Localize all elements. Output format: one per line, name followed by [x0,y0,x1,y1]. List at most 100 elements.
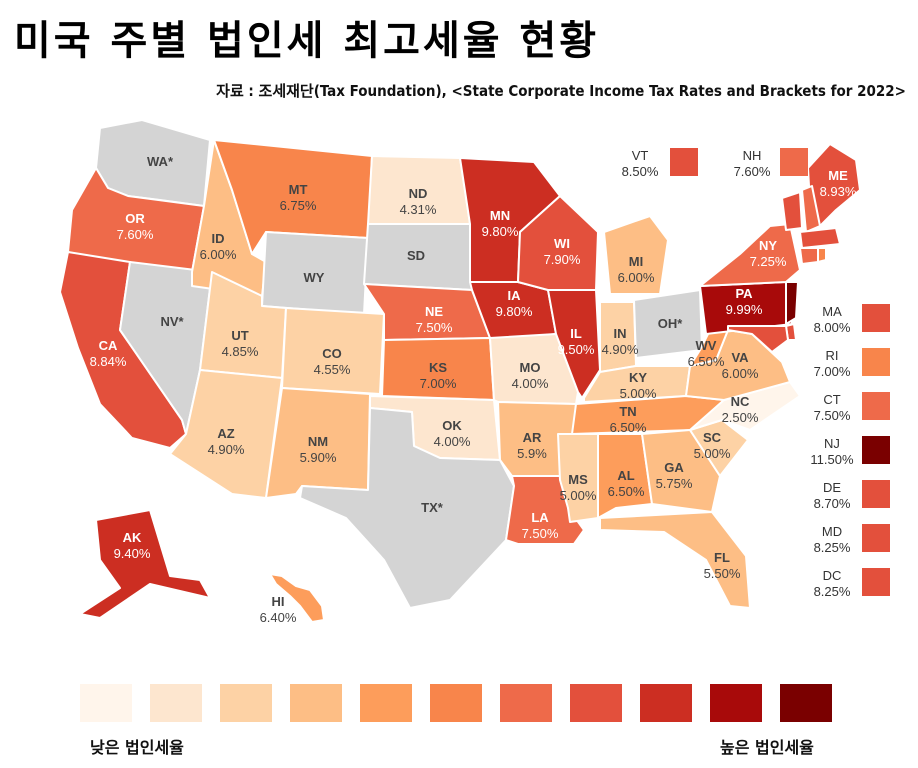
state-label-in: IN [614,326,627,341]
state-vt [781,191,803,231]
state-rate-mn: 9.80% [482,224,519,239]
legend-swatch-11 [780,684,832,722]
legend-low-label: 낮은 법인세율 [90,738,184,757]
state-rate-or: 7.60% [117,227,154,242]
legend-swatch-8 [570,684,622,722]
side-code-de: DE [823,480,841,495]
state-label-nd: ND [409,186,428,201]
state-label-la: LA [531,510,549,525]
state-rate-fl: 5.50% [704,566,741,581]
legend-swatch-6 [430,684,482,722]
state-ct [799,247,819,265]
state-label-hi: HI [272,594,285,609]
side-swatch-ri [862,348,890,376]
state-label-nv: NV* [160,314,184,329]
state-rate-hi: 6.40% [260,610,297,625]
state-label-al: AL [617,468,634,483]
state-rate-ak: 9.40% [114,546,151,561]
side-code-ma: MA [822,304,842,319]
state-rate-il: 9.50% [558,342,595,357]
state-label-sc: SC [703,430,722,445]
state-label-ar: AR [523,430,542,445]
state-rate-ar: 5.9% [517,446,547,461]
state-label-ne: NE [425,304,443,319]
side-swatch-vt [670,148,698,176]
source-note: 자료 : 조세재단(Tax Foundation), <State Corpor… [216,82,906,100]
state-label-or: OR [125,211,145,226]
state-nj [785,281,799,325]
state-rate-co: 4.55% [314,362,351,377]
state-rate-nc: 2.50% [722,410,759,425]
side-code-ri: RI [826,348,839,363]
side-rate-nj: 11.50% [810,452,854,467]
side-code-nh: NH [743,148,762,163]
state-ga [641,429,721,513]
state-label-tx: TX* [421,500,444,515]
state-label-va: VA [731,350,749,365]
legend-swatch-2 [150,684,202,722]
legend-swatch-7 [500,684,552,722]
state-rate-ne: 7.50% [416,320,453,335]
state-hi [269,573,325,623]
state-rate-id: 6.00% [200,247,237,262]
side-swatch-nh [780,148,808,176]
side-rate-dc: 8.25% [814,584,851,599]
state-label-id: ID [212,231,225,246]
side-rate-vt: 8.50% [622,164,659,179]
state-label-wy: WY [304,270,325,285]
side-swatch-ma [862,304,890,332]
side-rate-nh: 7.60% [734,164,771,179]
state-fl [599,511,751,609]
side-swatch-de [862,480,890,508]
legend-swatch-1 [80,684,132,722]
state-label-wv: WV [696,338,717,353]
state-mi [603,215,669,295]
state-al [597,433,653,519]
state-label-ks: KS [429,360,447,375]
state-label-fl: FL [714,550,730,565]
side-rate-de: 8.70% [814,496,851,511]
state-il [547,289,601,399]
state-label-mt: MT [289,182,308,197]
state-label-ak: AK [123,530,142,545]
state-label-nc: NC [731,394,750,409]
legend-swatch-10 [710,684,762,722]
side-rate-ri: 7.00% [814,364,851,379]
state-label-ky: KY [629,370,647,385]
state-rate-ks: 7.00% [420,376,457,391]
state-label-pa: PA [735,286,753,301]
side-swatch-dc [862,568,890,596]
state-ak [79,509,211,619]
state-nh [801,185,821,233]
state-label-ok: OK [442,418,462,433]
state-co [281,307,385,395]
state-rate-pa: 9.99% [726,302,763,317]
legend-swatch-5 [360,684,412,722]
state-label-oh: OH* [658,316,684,331]
state-rate-ny: 7.25% [750,254,787,269]
state-rate-ca: 8.84% [90,354,127,369]
state-rate-wi: 7.90% [544,252,581,267]
legend-swatch-3 [220,684,272,722]
state-rate-ok: 4.00% [434,434,471,449]
state-label-ia: IA [508,288,522,303]
state-rate-ga: 5.75% [656,476,693,491]
state-label-ut: UT [231,328,248,343]
state-label-wi: WI [554,236,570,251]
side-code-ct: CT [823,392,840,407]
state-rate-nm: 5.90% [300,450,337,465]
side-swatch-md [862,524,890,552]
state-tx [299,407,515,609]
side-rate-ct: 7.50% [814,408,851,423]
state-label-ms: MS [568,472,588,487]
state-rate-in: 4.90% [602,342,639,357]
state-rate-me: 8.93% [820,184,857,199]
legend-high-label: 높은 법인세율 [720,738,814,757]
state-label-ga: GA [664,460,684,475]
state-label-mn: MN [490,208,510,223]
side-swatch-ct [862,392,890,420]
state-label-tn: TN [619,404,636,419]
state-rate-la: 7.50% [522,526,559,541]
page-title: 미국 주별 법인세 최고세율 현황 [14,18,600,64]
